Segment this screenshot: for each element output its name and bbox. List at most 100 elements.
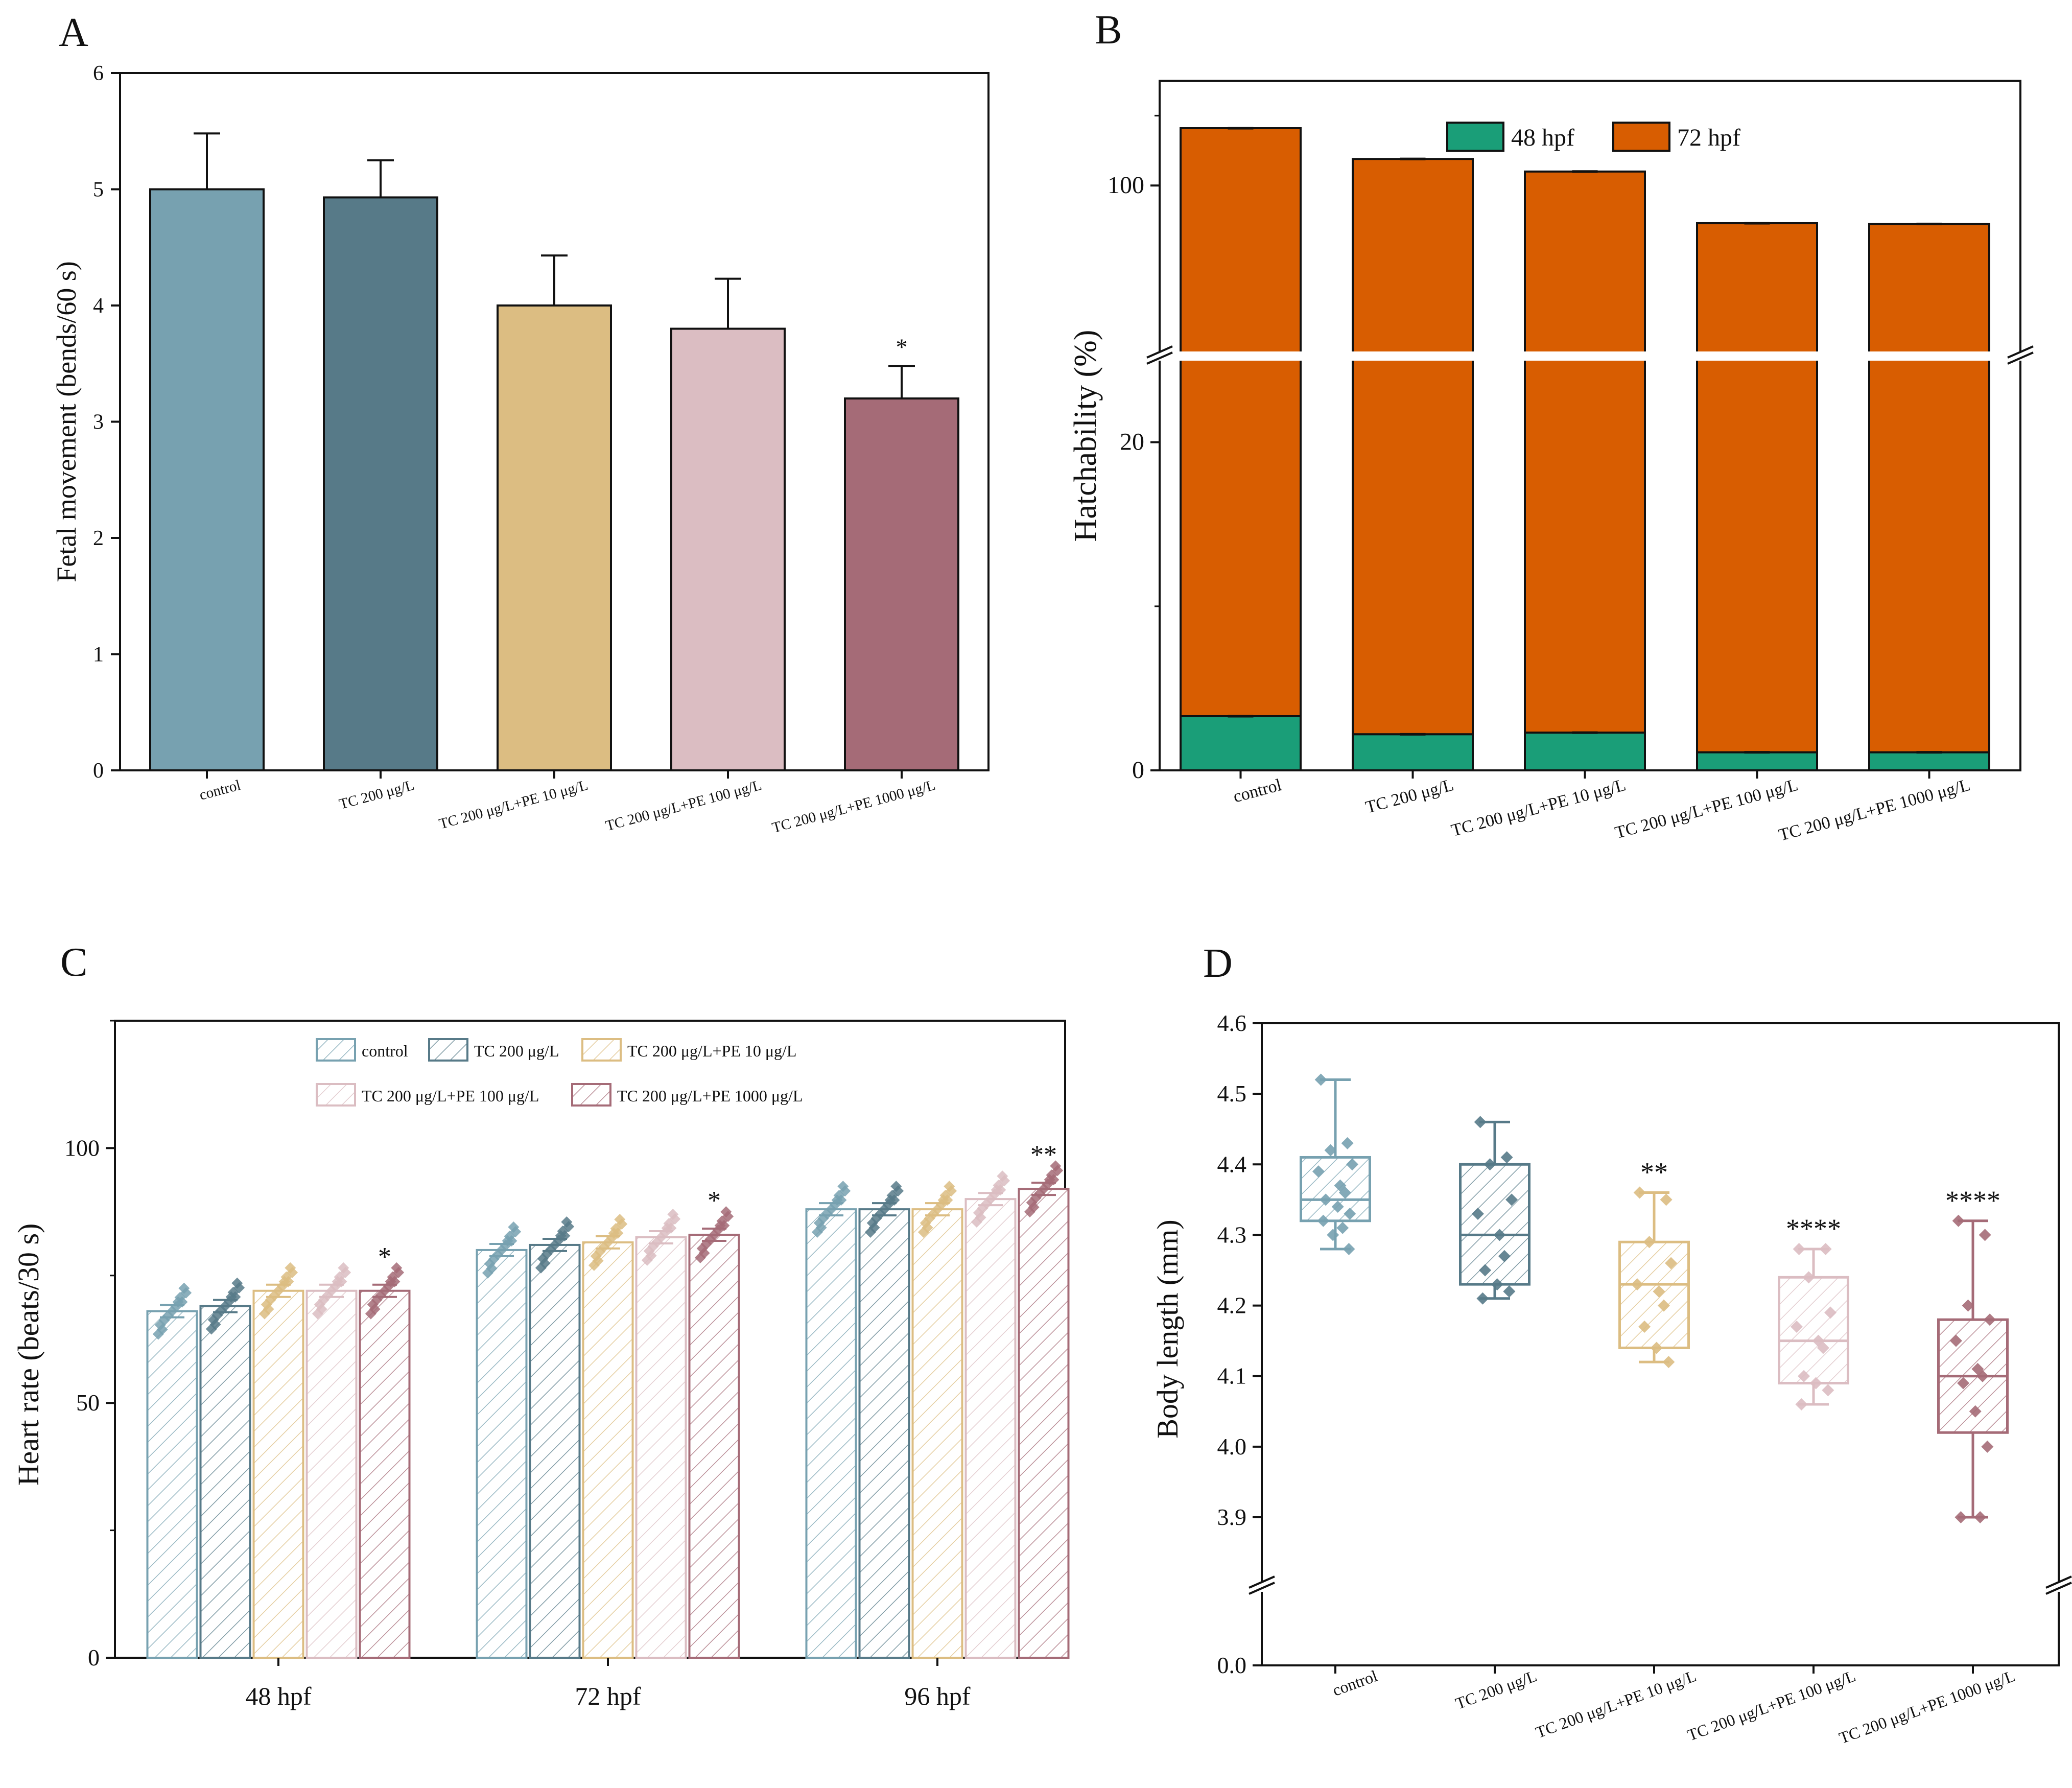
data-point bbox=[278, 1276, 290, 1287]
axis-break-mark bbox=[1146, 351, 1173, 365]
data-point bbox=[870, 1213, 882, 1225]
bar-72hpf bbox=[1524, 170, 1646, 734]
chart-panel-c: 0 50 100 Heart rate (beats/30 s) * 48 hpf * 72 … bbox=[12, 1020, 1070, 1710]
y-tick-label: 4.2 bbox=[1217, 1292, 1247, 1319]
data-point bbox=[1044, 1174, 1055, 1186]
bar bbox=[635, 1236, 687, 1659]
y-tick-label: 50 bbox=[76, 1390, 100, 1416]
data-point bbox=[1476, 1292, 1489, 1305]
y-axis-label: Body length (mm) bbox=[1151, 1219, 1184, 1439]
x-tick-label: 48 hpf bbox=[245, 1682, 312, 1710]
data-point bbox=[884, 1194, 896, 1206]
panel-label-a: A bbox=[59, 10, 88, 55]
x-tick-label: TC 200 μg/L+PE 100 μg/L bbox=[1613, 775, 1800, 842]
data-point bbox=[541, 1248, 553, 1260]
box bbox=[1778, 1276, 1849, 1385]
bar bbox=[497, 304, 612, 771]
data-point bbox=[975, 1212, 986, 1224]
data-point bbox=[614, 1214, 626, 1226]
data-point bbox=[1643, 1236, 1656, 1249]
data-point bbox=[1484, 1158, 1496, 1171]
data-point bbox=[1338, 1186, 1351, 1199]
y-tick-label: 2 bbox=[93, 527, 104, 550]
data-point bbox=[502, 1235, 513, 1246]
y-axis-label: Fetal movement (bends/60 s) bbox=[51, 261, 82, 582]
x-tick-label: TC 200 μg/L+PE 10 μg/L bbox=[1449, 775, 1628, 840]
bar bbox=[805, 1208, 857, 1659]
significance-mark: * bbox=[896, 334, 908, 360]
y-tick-label: 1 bbox=[93, 643, 104, 667]
bar bbox=[688, 1233, 740, 1659]
legend-swatch bbox=[428, 1038, 468, 1062]
x-tick-label: TC 200 μg/L+PE 10 μg/L bbox=[437, 777, 590, 833]
bar bbox=[146, 1310, 198, 1659]
data-point bbox=[1653, 1285, 1665, 1298]
axis-break-mark bbox=[2007, 345, 2034, 359]
significance-mark: **** bbox=[1786, 1213, 1841, 1244]
data-point bbox=[316, 1303, 327, 1315]
data-point bbox=[1969, 1405, 1982, 1418]
data-point bbox=[549, 1239, 560, 1251]
data-point bbox=[1660, 1193, 1673, 1206]
data-point bbox=[1343, 1243, 1355, 1256]
y-tick-label: 100 bbox=[1108, 172, 1144, 199]
significance-mark: **** bbox=[1945, 1185, 2000, 1216]
bar bbox=[844, 397, 959, 771]
data-point bbox=[1962, 1299, 1974, 1312]
data-point bbox=[385, 1276, 396, 1287]
data-point bbox=[997, 1170, 1008, 1182]
x-tick-label: 72 hpf bbox=[575, 1682, 641, 1710]
legend-swatch-72hpf bbox=[1612, 122, 1670, 152]
data-point bbox=[594, 1245, 606, 1257]
bar bbox=[858, 1208, 910, 1659]
data-point bbox=[369, 1303, 381, 1315]
bar bbox=[582, 1241, 634, 1659]
data-point bbox=[326, 1285, 337, 1297]
y-tick-label: 20 bbox=[1120, 429, 1144, 456]
data-point bbox=[209, 1319, 221, 1330]
panel-label-d: D bbox=[1203, 941, 1233, 986]
data-point bbox=[1474, 1116, 1487, 1128]
bar-48hpf bbox=[1868, 751, 1990, 771]
legend-label: control bbox=[362, 1042, 408, 1060]
data-point bbox=[817, 1213, 829, 1225]
data-point bbox=[285, 1262, 296, 1274]
data-point bbox=[172, 1296, 184, 1308]
data-point bbox=[1493, 1229, 1506, 1241]
y-tick-label: 4.4 bbox=[1217, 1151, 1247, 1177]
data-point bbox=[1331, 1201, 1344, 1213]
data-point bbox=[391, 1262, 403, 1274]
box bbox=[1300, 1156, 1371, 1222]
y-tick-label: 6 bbox=[93, 62, 104, 85]
data-point bbox=[211, 1309, 223, 1321]
y-tick-label: 0 bbox=[88, 1644, 100, 1671]
data-point bbox=[1030, 1192, 1042, 1204]
data-point bbox=[508, 1221, 520, 1233]
y-tick-label: 0 bbox=[1132, 757, 1144, 784]
x-tick-label: control bbox=[1231, 775, 1284, 807]
data-point bbox=[714, 1220, 726, 1232]
data-point bbox=[332, 1276, 343, 1287]
data-point bbox=[1028, 1202, 1040, 1213]
data-point bbox=[1984, 1313, 1996, 1326]
data-point bbox=[608, 1227, 620, 1239]
plot-frame bbox=[1261, 1022, 2060, 1666]
data-point bbox=[1324, 1144, 1337, 1157]
data-point bbox=[700, 1238, 712, 1250]
data-point bbox=[1976, 1370, 1989, 1382]
data-point bbox=[645, 1250, 657, 1261]
axis-break-mark bbox=[1146, 345, 1173, 359]
data-point bbox=[1050, 1160, 1062, 1172]
data-point bbox=[338, 1262, 349, 1274]
data-point bbox=[1974, 1511, 1987, 1523]
y-tick-label: 4.1 bbox=[1217, 1363, 1247, 1389]
data-point bbox=[890, 1181, 902, 1192]
data-point bbox=[1633, 1186, 1646, 1199]
data-point bbox=[178, 1282, 190, 1294]
data-point bbox=[592, 1255, 604, 1266]
data-point bbox=[868, 1222, 880, 1234]
data-point bbox=[1038, 1183, 1049, 1195]
legend-label: TC 200 μg/L+PE 100 μg/L bbox=[362, 1087, 539, 1105]
data-point bbox=[1822, 1384, 1834, 1397]
data-point bbox=[698, 1247, 710, 1259]
